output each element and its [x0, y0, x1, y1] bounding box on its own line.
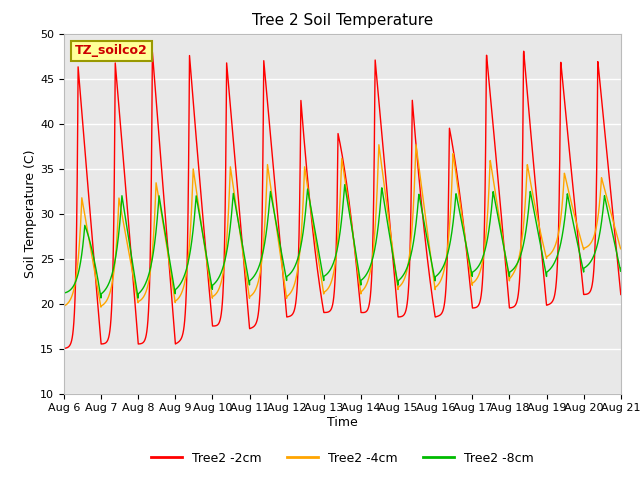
- Line: Tree2 -4cm: Tree2 -4cm: [64, 144, 621, 307]
- Tree2 -4cm: [298, 223, 306, 228]
- Line: Tree2 -8cm: Tree2 -8cm: [64, 185, 621, 298]
- Tree2 -2cm: [546, 301, 554, 307]
- Tree2 -2cm: [617, 292, 625, 298]
- Y-axis label: Soil Temperature (C): Soil Temperature (C): [24, 149, 37, 278]
- X-axis label: Time: Time: [327, 416, 358, 429]
- Tree2 -2cm: [124, 207, 131, 213]
- Tree2 -8cm: [60, 290, 68, 296]
- Tree2 -8cm: [547, 266, 554, 272]
- Tree2 -8cm: [274, 229, 282, 235]
- Tree2 -8cm: [124, 228, 131, 234]
- Tree2 -8cm: [298, 238, 306, 243]
- Tree2 -2cm: [520, 48, 527, 54]
- Tree2 -2cm: [60, 346, 68, 351]
- Tree2 -8cm: [157, 203, 164, 209]
- Tree2 -2cm: [274, 211, 282, 217]
- Tree2 -4cm: [124, 243, 132, 249]
- Tree2 -4cm: [274, 233, 282, 239]
- Tree2 -8cm: [134, 295, 142, 301]
- Tree2 -4cm: [412, 142, 420, 147]
- Tree2 -2cm: [298, 107, 305, 113]
- Tree2 -4cm: [60, 303, 68, 309]
- Tree2 -8cm: [606, 220, 614, 226]
- Tree2 -4cm: [617, 245, 625, 251]
- Title: Tree 2 Soil Temperature: Tree 2 Soil Temperature: [252, 13, 433, 28]
- Legend: Tree2 -2cm, Tree2 -4cm, Tree2 -8cm: Tree2 -2cm, Tree2 -4cm, Tree2 -8cm: [146, 447, 539, 469]
- Tree2 -2cm: [606, 182, 614, 188]
- Tree2 -8cm: [617, 265, 625, 271]
- Line: Tree2 -2cm: Tree2 -2cm: [64, 51, 621, 348]
- Tree2 -4cm: [157, 206, 164, 212]
- Tree2 -2cm: [157, 153, 164, 159]
- Tree2 -4cm: [547, 251, 554, 257]
- Text: TZ_soilco2: TZ_soilco2: [75, 44, 148, 58]
- Tree2 -4cm: [606, 207, 614, 213]
- Tree2 -8cm: [341, 182, 349, 188]
- Tree2 -4cm: [97, 304, 105, 310]
